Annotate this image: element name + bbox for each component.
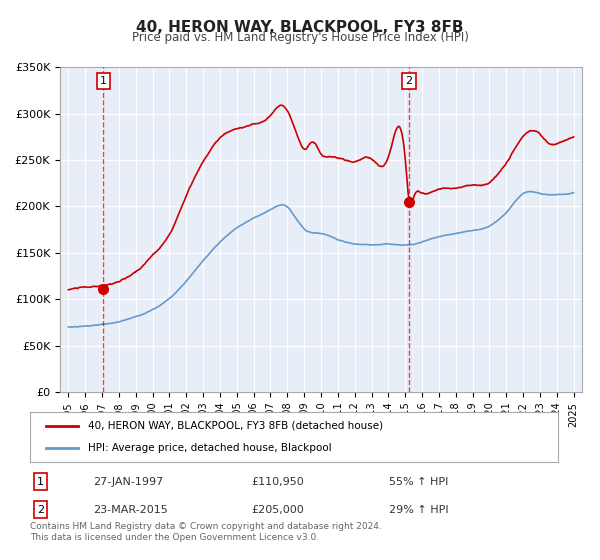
Text: 40, HERON WAY, BLACKPOOL, FY3 8FB: 40, HERON WAY, BLACKPOOL, FY3 8FB	[136, 20, 464, 35]
Text: 29% ↑ HPI: 29% ↑ HPI	[389, 505, 449, 515]
Text: This data is licensed under the Open Government Licence v3.0.: This data is licensed under the Open Gov…	[30, 533, 319, 543]
Text: 40, HERON WAY, BLACKPOOL, FY3 8FB (detached house): 40, HERON WAY, BLACKPOOL, FY3 8FB (detac…	[88, 421, 383, 431]
Text: HPI: Average price, detached house, Blackpool: HPI: Average price, detached house, Blac…	[88, 443, 332, 453]
Text: 2: 2	[37, 505, 44, 515]
Text: £110,950: £110,950	[252, 477, 305, 487]
Text: 55% ↑ HPI: 55% ↑ HPI	[389, 477, 448, 487]
Text: Price paid vs. HM Land Registry's House Price Index (HPI): Price paid vs. HM Land Registry's House …	[131, 31, 469, 44]
Text: Contains HM Land Registry data © Crown copyright and database right 2024.: Contains HM Land Registry data © Crown c…	[30, 522, 382, 531]
Text: 2: 2	[406, 76, 413, 86]
Text: £205,000: £205,000	[252, 505, 305, 515]
Text: 1: 1	[37, 477, 44, 487]
Text: 27-JAN-1997: 27-JAN-1997	[94, 477, 164, 487]
Text: 1: 1	[100, 76, 107, 86]
Text: 23-MAR-2015: 23-MAR-2015	[94, 505, 168, 515]
